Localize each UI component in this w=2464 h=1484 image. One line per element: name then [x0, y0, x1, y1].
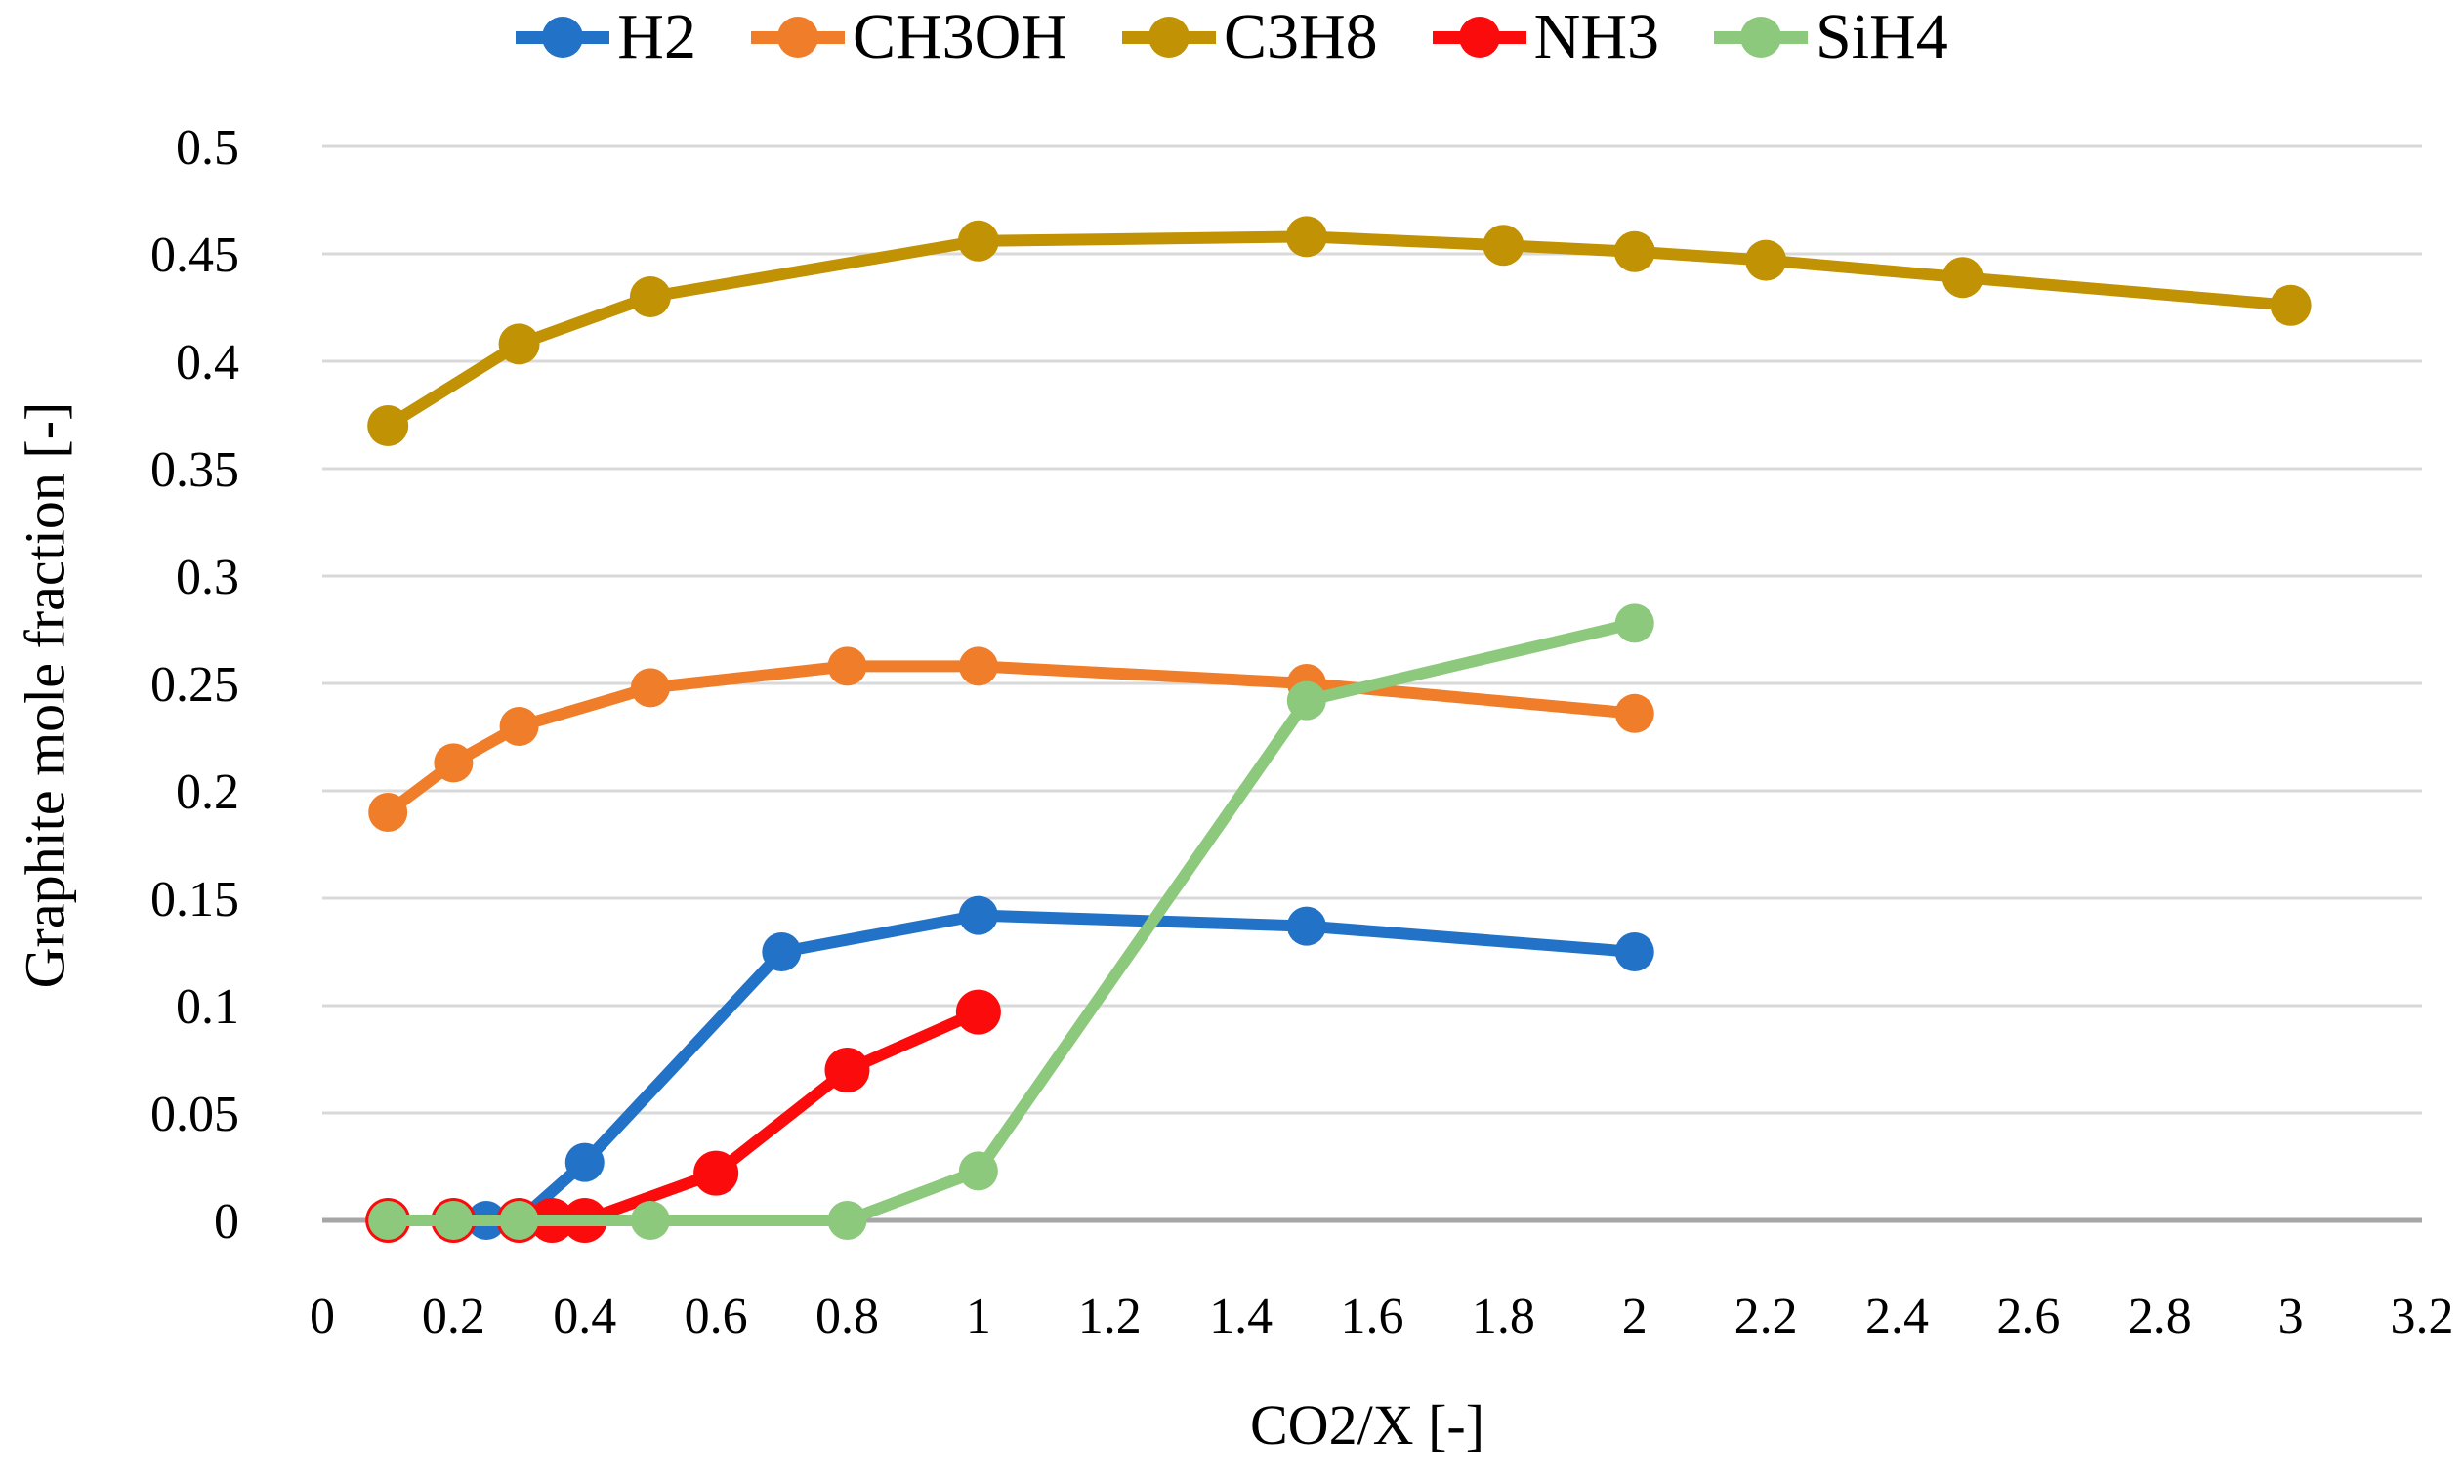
- data-point-CH3OH: [434, 743, 474, 783]
- legend-label: CH3OH: [852, 1, 1067, 72]
- y-tick-label: 0: [214, 1194, 239, 1250]
- data-point-C3H8: [367, 405, 409, 446]
- data-point-C3H8: [1942, 257, 1984, 299]
- x-tick-label: 1: [966, 1289, 991, 1344]
- x-tick-label: 1.8: [1472, 1289, 1535, 1344]
- data-point-CH3OH: [827, 646, 867, 686]
- data-point-H2: [1286, 906, 1326, 946]
- data-point-CH3OH: [499, 707, 539, 746]
- x-tick-label: 2.6: [1996, 1289, 2060, 1344]
- data-point-C3H8: [498, 323, 540, 365]
- x-tick-label: 0.4: [553, 1289, 616, 1344]
- x-tick-label: 3.2: [2391, 1289, 2454, 1344]
- legend-marker-icon: [750, 15, 845, 60]
- data-point-H2: [762, 932, 802, 971]
- legend-item-CH3OH: CH3OH: [750, 1, 1067, 72]
- series-line-C3H8: [382, 230, 2297, 432]
- data-point-C3H8: [1483, 225, 1524, 267]
- x-tick-label: 1.2: [1078, 1289, 1142, 1344]
- x-tick-label: 0.6: [685, 1289, 748, 1344]
- data-point-SiH4: [1286, 680, 1326, 721]
- legend-item-C3H8: C3H8: [1121, 1, 1378, 72]
- y-tick-label: 0.2: [176, 764, 239, 820]
- data-point-C3H8: [1613, 230, 1655, 272]
- legend-marker-icon: [516, 15, 610, 60]
- legend-item-NH3: NH3: [1432, 1, 1659, 72]
- legend-label: NH3: [1533, 1, 1659, 72]
- data-point-C3H8: [957, 220, 999, 262]
- legend-item-H2: H2: [516, 2, 696, 72]
- legend-label: C3H8: [1223, 1, 1378, 72]
- data-point-C3H8: [1285, 216, 1327, 258]
- data-point-SiH4: [1614, 603, 1654, 643]
- y-tick-label: 0.05: [150, 1087, 239, 1142]
- data-point-SiH4: [827, 1201, 867, 1240]
- data-point-C3H8: [629, 276, 671, 317]
- data-point-NH3: [824, 1048, 870, 1092]
- x-tick-label: 1.6: [1341, 1289, 1404, 1344]
- y-tick-label: 0.15: [150, 872, 239, 928]
- y-tick-label: 0.45: [150, 227, 239, 283]
- x-tick-label: 2: [1622, 1289, 1648, 1344]
- y-tick-label: 0.3: [176, 550, 239, 605]
- data-point-CH3OH: [368, 793, 408, 832]
- y-tick-label: 0.4: [176, 335, 239, 391]
- x-tick-label: 2.2: [1734, 1289, 1798, 1344]
- data-point-H2: [958, 895, 998, 935]
- data-point-CH3OH: [958, 646, 998, 686]
- data-point-SiH4: [434, 1201, 474, 1240]
- chart-legend: H2 CH3OH C3H8 NH3 SiH4: [0, 2, 2464, 72]
- data-point-C3H8: [1745, 239, 1787, 281]
- legend-marker-icon: [1121, 15, 1216, 60]
- x-tick-label: 2.4: [1865, 1289, 1929, 1344]
- legend-item-SiH4: SiH4: [1713, 1, 1948, 72]
- legend-label: SiH4: [1815, 1, 1948, 72]
- x-tick-label: 1.4: [1209, 1289, 1273, 1344]
- data-point-CH3OH: [630, 668, 670, 708]
- data-point-SiH4: [630, 1201, 670, 1240]
- data-point-SiH4: [368, 1201, 408, 1240]
- series-line-NH3: [382, 1006, 984, 1226]
- data-point-C3H8: [2270, 284, 2312, 326]
- data-point-H2: [1614, 932, 1654, 971]
- data-point-SiH4: [499, 1201, 539, 1240]
- x-axis-title: CO2/X [-]: [1249, 1393, 1485, 1457]
- x-tick-label: 0.8: [815, 1289, 879, 1344]
- x-tick-label: 3: [2278, 1289, 2304, 1344]
- x-tick-label: 0.2: [422, 1289, 485, 1344]
- data-point-NH3: [955, 989, 1001, 1035]
- y-tick-label: 0.5: [176, 120, 239, 176]
- y-tick-label: 0.1: [176, 979, 239, 1035]
- x-tick-label: 0: [310, 1289, 335, 1344]
- y-tick-label: 0.25: [150, 657, 239, 713]
- data-point-H2: [564, 1142, 605, 1182]
- y-axis-title: Graphite mole fraction [-]: [13, 401, 77, 989]
- legend-marker-icon: [1713, 15, 1808, 60]
- y-tick-label: 0.35: [150, 442, 239, 498]
- data-point-NH3: [693, 1150, 739, 1196]
- legend-label: H2: [617, 1, 696, 72]
- x-tick-label: 2.8: [2128, 1289, 2192, 1344]
- data-point-CH3OH: [1614, 693, 1654, 733]
- legend-marker-icon: [1432, 15, 1526, 60]
- data-point-SiH4: [958, 1151, 998, 1191]
